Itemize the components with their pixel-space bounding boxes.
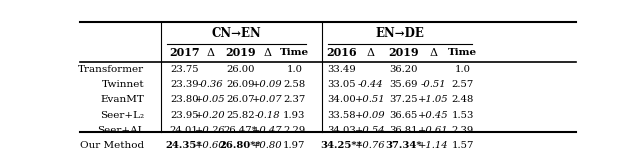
Text: Time: Time (280, 48, 309, 57)
Text: +1.14: +1.14 (418, 141, 449, 150)
Text: 2.37: 2.37 (283, 95, 305, 104)
Text: 33.49: 33.49 (327, 65, 356, 74)
Text: +0.60: +0.60 (195, 141, 226, 150)
Text: CN→EN: CN→EN (211, 27, 261, 39)
Text: +0.61: +0.61 (418, 126, 449, 135)
Text: -0.36: -0.36 (198, 80, 223, 89)
Text: +0.09: +0.09 (252, 80, 283, 89)
Text: 23.39: 23.39 (170, 80, 198, 89)
Text: +0.51: +0.51 (355, 95, 385, 104)
Text: 25.82: 25.82 (226, 111, 255, 120)
Text: 24.35*: 24.35* (166, 141, 202, 150)
Text: Our Method: Our Method (81, 141, 145, 150)
Text: 36.20: 36.20 (390, 65, 418, 74)
Text: 35.69: 35.69 (390, 80, 418, 89)
Text: +0.05: +0.05 (195, 95, 226, 104)
Text: 2.39: 2.39 (452, 126, 474, 135)
Text: 23.75: 23.75 (170, 65, 198, 74)
Text: Twinnet: Twinnet (102, 80, 145, 89)
Text: Δ: Δ (429, 48, 437, 58)
Text: +0.09: +0.09 (355, 111, 385, 120)
Text: Seer+L₂: Seer+L₂ (100, 111, 145, 120)
Text: Seer+AL: Seer+AL (97, 126, 145, 135)
Text: 2019: 2019 (388, 47, 419, 58)
Text: 1.53: 1.53 (452, 111, 474, 120)
Text: 2017: 2017 (169, 47, 200, 58)
Text: 2.57: 2.57 (452, 80, 474, 89)
Text: 33.05: 33.05 (327, 80, 356, 89)
Text: 2016: 2016 (326, 47, 356, 58)
Text: +0.45: +0.45 (418, 111, 449, 120)
Text: 1.0: 1.0 (286, 65, 302, 74)
Text: +0.47: +0.47 (252, 126, 283, 135)
Text: 26.09: 26.09 (226, 80, 255, 89)
Text: 23.80: 23.80 (170, 95, 198, 104)
Text: 36.65: 36.65 (390, 111, 418, 120)
Text: EvanMT: EvanMT (100, 95, 145, 104)
Text: Δ: Δ (264, 48, 271, 58)
Text: EN→DE: EN→DE (376, 27, 424, 39)
Text: 1.57: 1.57 (452, 141, 474, 150)
Text: +0.07: +0.07 (252, 95, 283, 104)
Text: +1.05: +1.05 (418, 95, 449, 104)
Text: 1.0: 1.0 (455, 65, 471, 74)
Text: 36.81: 36.81 (390, 126, 418, 135)
Text: 26.80**: 26.80** (220, 141, 261, 150)
Text: Δ: Δ (366, 48, 374, 58)
Text: +0.80: +0.80 (252, 141, 283, 150)
Text: +0.26: +0.26 (195, 126, 226, 135)
Text: 33.58: 33.58 (327, 111, 356, 120)
Text: 1.97: 1.97 (283, 141, 305, 150)
Text: +0.54: +0.54 (355, 126, 385, 135)
Text: +0.20: +0.20 (195, 111, 226, 120)
Text: Time: Time (449, 48, 477, 57)
Text: -0.51: -0.51 (420, 80, 446, 89)
Text: 37.25: 37.25 (390, 95, 418, 104)
Text: 26.07: 26.07 (226, 95, 255, 104)
Text: 1.93: 1.93 (283, 111, 305, 120)
Text: +0.76: +0.76 (355, 141, 385, 150)
Text: 34.03: 34.03 (327, 126, 356, 135)
Text: 26.00: 26.00 (226, 65, 255, 74)
Text: 2.29: 2.29 (283, 126, 305, 135)
Text: 2.58: 2.58 (283, 80, 305, 89)
Text: -0.44: -0.44 (357, 80, 383, 89)
Text: 37.34*: 37.34* (385, 141, 422, 150)
Text: Δ: Δ (207, 48, 214, 58)
Text: 24.01: 24.01 (170, 126, 198, 135)
Text: 34.25**: 34.25** (321, 141, 362, 150)
Text: 2.48: 2.48 (452, 95, 474, 104)
Text: 23.95: 23.95 (170, 111, 198, 120)
Text: 26.47*: 26.47* (223, 126, 257, 135)
Text: -0.18: -0.18 (255, 111, 280, 120)
Text: 2019: 2019 (225, 47, 255, 58)
Text: Transformer: Transformer (78, 65, 145, 74)
Text: 34.00: 34.00 (327, 95, 356, 104)
